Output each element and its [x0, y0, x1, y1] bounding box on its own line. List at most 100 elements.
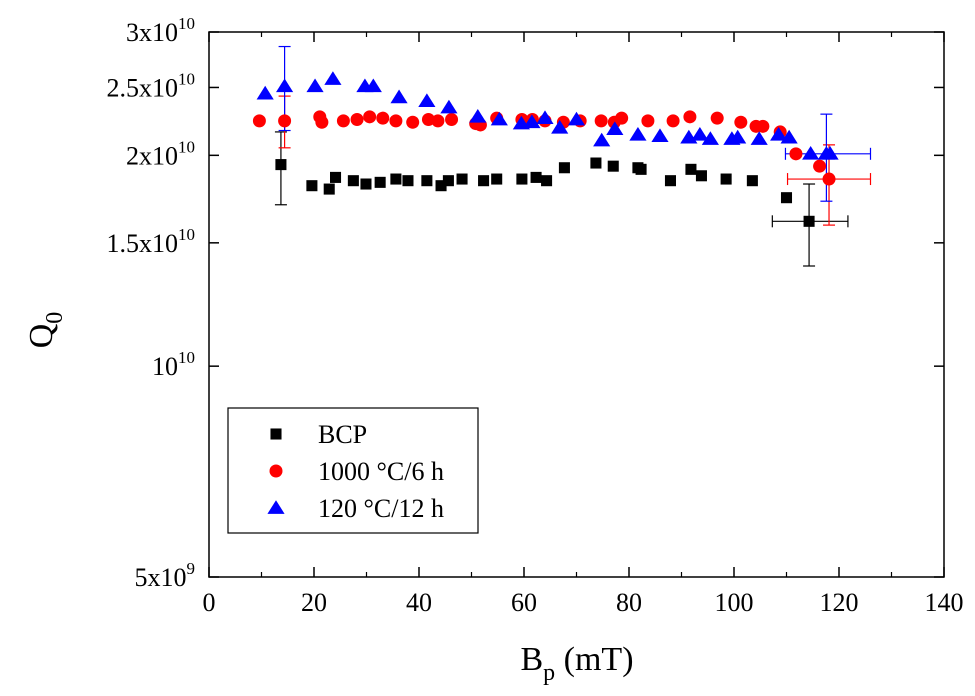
data-points [252, 71, 839, 227]
data-point-1000c-6h [822, 172, 836, 186]
data-point-bcp [478, 175, 490, 187]
data-point-120c-12h [606, 121, 624, 135]
data-point-1000c-6h [278, 114, 292, 128]
data-point-1000c-6h [683, 110, 697, 124]
data-point-bcp [530, 171, 542, 183]
data-point-120c-12h [821, 146, 839, 160]
x-axis-label-unit: (mT) [555, 641, 633, 678]
data-point-bcp [664, 175, 676, 187]
data-point-1000c-6h [594, 114, 608, 128]
x-tick-label: 80 [616, 588, 642, 617]
x-tick-label: 20 [301, 588, 327, 617]
legend-marker-1000c-6h [269, 464, 283, 478]
data-point-1000c-6h [734, 115, 748, 129]
data-point-1000c-6h [336, 114, 350, 128]
data-point-bcp [402, 175, 414, 187]
data-point-bcp [590, 157, 602, 169]
y-tick-mantissa: 1.5x10 [107, 229, 179, 258]
y-axis-label-main: Q [23, 324, 60, 349]
data-point-120c-12h [750, 131, 768, 145]
data-point-120c-12h [729, 129, 747, 144]
data-point-bcp [491, 173, 503, 185]
y-tick-mantissa: 2.5x10 [107, 73, 179, 102]
data-point-bcp [607, 160, 619, 172]
data-point-120c-12h [536, 110, 554, 125]
legend-items: BCP 1000 °C/6 h 120 °C/12 h [267, 420, 444, 523]
data-point-1000c-6h [350, 113, 364, 127]
data-point-bcp [635, 163, 647, 175]
legend: BCP 1000 °C/6 h 120 °C/12 h [227, 407, 479, 534]
data-point-1000c-6h [252, 114, 266, 128]
data-point-bcp [330, 171, 342, 183]
data-point-bcp [685, 163, 697, 175]
data-point-120c-12h [651, 128, 669, 143]
data-point-120c-12h [567, 111, 586, 126]
data-point-120c-12h [418, 93, 436, 107]
data-point-120c-12h [256, 85, 274, 100]
legend-label-1000c-6h: 1000 °C/6 h [318, 457, 444, 486]
axis-ticks [208, 31, 945, 578]
x-tick-label: 0 [203, 588, 216, 617]
x-tick-label: 60 [511, 588, 537, 617]
data-point-120c-12h [551, 119, 569, 134]
data-point-1000c-6h [431, 114, 445, 128]
y-tick-mantissa: 3x10 [126, 18, 178, 47]
error-bars [274, 45, 872, 267]
y-tick-label: 5x109 [135, 559, 196, 592]
data-point-120c-12h [691, 126, 709, 141]
y-axis-label: Q0 [23, 312, 68, 349]
data-point-120c-12h [593, 132, 611, 147]
legend-marker-120c-12h [267, 500, 285, 514]
data-point-bcp [442, 175, 454, 187]
x-tick-label: 140 [925, 588, 964, 617]
y-tick-exponent: 10 [178, 137, 195, 156]
data-point-120c-12h [802, 146, 820, 160]
data-point-bcp [306, 180, 318, 192]
y-tick-mantissa: 5x10 [135, 563, 187, 592]
data-point-120c-12h [490, 111, 508, 126]
data-point-120c-12h [306, 78, 324, 93]
data-point-bcp [558, 162, 570, 174]
y-tick-label: 3x1010 [126, 14, 195, 47]
data-point-120c-12h [364, 78, 382, 93]
y-tick-label: 1.5x1010 [107, 225, 196, 258]
data-point-1000c-6h [666, 114, 680, 128]
data-point-1000c-6h [710, 111, 724, 125]
data-point-120c-12h [390, 89, 408, 104]
y-tick-exponent: 10 [178, 348, 195, 367]
data-point-1000c-6h [756, 119, 770, 133]
y-tick-exponent: 10 [178, 14, 195, 33]
data-point-120c-12h [523, 114, 541, 129]
data-point-1000c-6h [406, 115, 420, 129]
x-tick-label: 40 [406, 588, 432, 617]
data-point-bcp [456, 173, 468, 185]
data-point-120c-12h [780, 129, 798, 144]
data-point-1000c-6h [615, 111, 629, 125]
data-point-1000c-6h [389, 114, 403, 128]
y-tick-label: 2.5x1010 [107, 69, 196, 102]
legend-label-120c-12h: 120 °C/12 h [318, 494, 444, 523]
x-axis-label: Bp (mT) [520, 641, 633, 686]
data-point-bcp [695, 170, 707, 182]
data-point-1000c-6h [641, 114, 655, 128]
data-point-bcp [516, 173, 528, 185]
data-point-120c-12h [770, 126, 788, 141]
data-point-120c-12h [469, 109, 487, 123]
data-point-1000c-6h [445, 113, 459, 127]
data-point-120c-12h [701, 131, 719, 145]
y-tick-label: 1010 [152, 348, 195, 381]
x-axis-label-subscript: p [543, 660, 555, 686]
y-tick-mantissa: 10 [152, 352, 178, 381]
data-point-bcp [780, 192, 793, 204]
legend-marker-bcp [270, 428, 282, 440]
data-point-1000c-6h [363, 110, 377, 124]
data-point-bcp [746, 175, 758, 187]
data-point-bcp [435, 180, 447, 192]
data-point-1000c-6h [789, 147, 803, 161]
legend-label-bcp: BCP [318, 420, 367, 449]
x-tick-label: 100 [715, 588, 754, 617]
data-point-bcp [275, 159, 287, 171]
data-point-bcp [720, 173, 732, 185]
data-point-bcp [390, 173, 402, 185]
